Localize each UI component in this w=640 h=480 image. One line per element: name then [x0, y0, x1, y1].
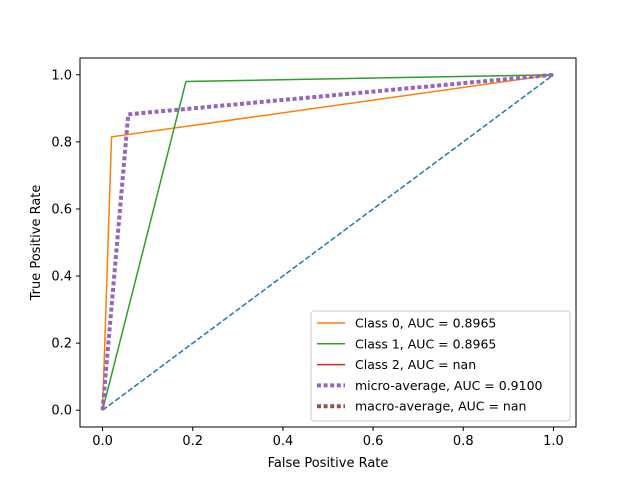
legend-label-3: micro-average, AUC = 0.9100: [355, 378, 543, 393]
legend: Class 0, AUC = 0.8965 Class 1, AUC = 0.89…: [310, 310, 571, 422]
legend-label-2: Class 2, AUC = nan: [355, 357, 476, 372]
y-tick-label-5: 1.0: [51, 68, 72, 83]
x-tick-label-2: 0.4: [273, 434, 294, 449]
x-tick-label-4: 0.8: [453, 434, 474, 449]
x-tick-label-0: 0.0: [92, 434, 113, 449]
plot-frame: [79, 57, 577, 428]
legend-label-0: Class 0, AUC = 0.8965: [355, 316, 496, 331]
x-axis-label: False Positive Rate: [268, 456, 389, 471]
legend-label-4: macro-average, AUC = nan: [355, 399, 526, 414]
x-tick-label-3: 0.6: [363, 434, 384, 449]
y-tick-label-1: 0.2: [51, 337, 72, 352]
series-line-3: [100, 72, 554, 411]
series-line-0: [101, 74, 554, 411]
x-tick-label-5: 1.0: [543, 434, 564, 449]
y-tick-label-2: 0.4: [51, 270, 72, 285]
reference-diagonal-line: [102, 74, 554, 411]
legend-box: [310, 310, 571, 422]
series-line-1: [101, 74, 554, 411]
legend-label-1: Class 1, AUC = 0.8965: [355, 336, 496, 351]
y-axis-label: True Positive Rate: [29, 185, 44, 302]
y-tick-label-4: 0.8: [51, 135, 72, 150]
y-tick-label-3: 0.6: [51, 202, 72, 217]
y-tick-label-0: 0.0: [51, 404, 72, 419]
x-tick-label-1: 0.2: [182, 434, 203, 449]
